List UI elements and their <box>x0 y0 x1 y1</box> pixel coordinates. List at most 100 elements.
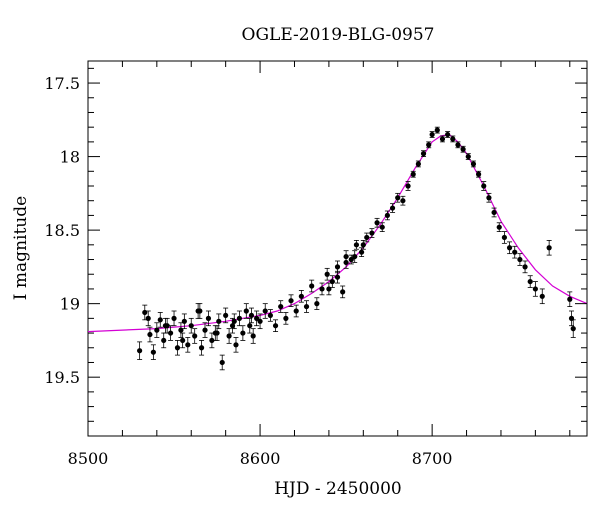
data-point <box>348 256 354 263</box>
model-layer <box>87 133 588 333</box>
data-point <box>527 278 533 285</box>
data-point <box>522 264 528 270</box>
data-point <box>174 345 181 351</box>
x-tick-label: 8500 <box>68 449 109 468</box>
data-point <box>209 337 215 344</box>
data-point <box>410 171 416 177</box>
data-point <box>145 315 151 321</box>
data-point <box>340 289 346 295</box>
data-point <box>223 312 229 319</box>
chart-title: OGLE-2019-BLG-0957 <box>242 25 435 45</box>
data-point <box>429 131 435 138</box>
y-tick-label: 19 <box>60 295 80 314</box>
data-point <box>162 323 169 329</box>
data-point <box>420 151 427 157</box>
data-point <box>360 242 366 248</box>
data-point <box>415 161 421 167</box>
data-point <box>486 195 492 201</box>
data-point <box>352 253 358 260</box>
data-point <box>369 230 375 236</box>
data-point <box>180 337 186 344</box>
data-point <box>426 142 432 148</box>
data-point <box>445 131 451 138</box>
data-point <box>439 136 446 142</box>
data-point <box>157 317 163 323</box>
data-point <box>329 278 335 285</box>
data-point <box>216 318 222 324</box>
data-point <box>188 323 194 329</box>
data-point <box>475 171 482 177</box>
data-point <box>506 245 513 251</box>
data-point <box>314 301 320 307</box>
data-point <box>379 224 385 230</box>
data-point <box>319 286 325 292</box>
data-point <box>198 345 205 351</box>
data-point <box>568 315 575 321</box>
y-tick-label: 18 <box>60 148 80 167</box>
data-point <box>181 318 187 324</box>
tick-layer: 8500 8600 8700 17.5 18 18.5 19 19.5 <box>44 61 587 468</box>
data-point <box>374 220 380 226</box>
data-point <box>154 327 160 333</box>
y-tick-label: 19.5 <box>44 368 80 387</box>
data-point <box>236 315 243 321</box>
data-point <box>570 326 576 332</box>
data-point <box>231 318 237 324</box>
data-point <box>248 312 255 319</box>
data-point <box>202 327 208 333</box>
data-point <box>546 245 552 251</box>
data-point <box>272 323 279 329</box>
data-points-layer <box>137 127 576 366</box>
data-point <box>434 127 440 133</box>
data-point <box>405 183 411 189</box>
y-axis-label: I magnitude <box>11 196 31 300</box>
data-point <box>142 309 148 316</box>
data-point <box>267 312 273 319</box>
data-point <box>384 212 390 219</box>
data-point <box>233 342 239 348</box>
data-point <box>334 264 341 270</box>
data-point <box>293 308 299 314</box>
data-point <box>450 136 456 142</box>
plot-frame <box>87 60 588 437</box>
data-point <box>309 283 315 289</box>
data-point <box>400 198 406 204</box>
data-point <box>343 259 349 266</box>
data-point <box>334 274 341 280</box>
data-point <box>326 286 332 292</box>
data-point <box>481 183 487 189</box>
data-point <box>257 318 263 324</box>
data-point <box>496 224 502 230</box>
data-point <box>185 342 191 348</box>
data-point <box>161 337 167 344</box>
x-axis-label: HJD - 2450000 <box>274 479 402 499</box>
data-point <box>250 333 256 339</box>
data-point <box>303 303 310 310</box>
data-point <box>460 146 466 152</box>
data-point <box>353 242 360 248</box>
data-point <box>283 315 289 321</box>
data-point <box>178 327 184 333</box>
data-point <box>324 271 330 277</box>
data-point <box>205 315 212 321</box>
data-point <box>219 359 225 366</box>
data-point <box>171 315 177 321</box>
data-point <box>243 308 249 314</box>
data-point <box>240 330 246 336</box>
data-point <box>147 331 153 338</box>
data-point <box>358 249 365 255</box>
data-point <box>262 308 268 314</box>
x-tick-label: 8700 <box>412 449 453 468</box>
data-point <box>298 293 304 299</box>
data-point <box>389 205 396 211</box>
data-point <box>229 323 236 329</box>
y-tick-label: 17.5 <box>44 74 80 93</box>
x-tick-label: 8600 <box>240 449 281 468</box>
data-point <box>455 142 461 148</box>
data-point <box>512 249 518 255</box>
data-point <box>254 315 260 321</box>
data-point <box>395 195 401 201</box>
data-point <box>470 161 477 167</box>
